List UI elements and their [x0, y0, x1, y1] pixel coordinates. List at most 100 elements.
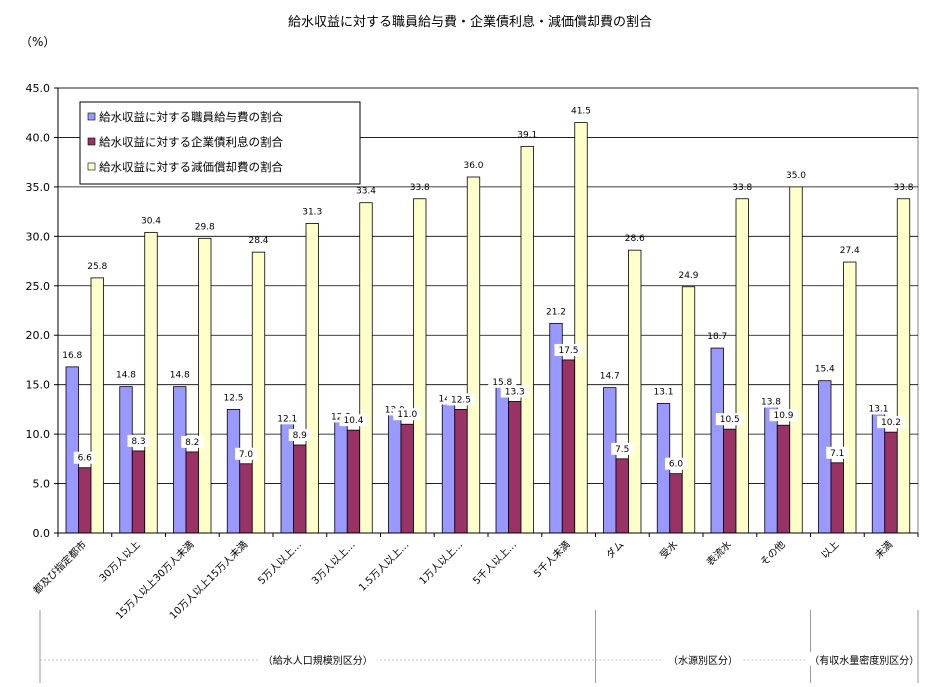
bar-series-2 [628, 249, 642, 534]
data-label-series-0: 21.2 [546, 307, 566, 317]
data-label-bg [393, 408, 422, 421]
bar-series-0 [334, 410, 348, 534]
data-label-series-1: 8.2 [185, 438, 199, 448]
chart-title: 給水収益に対する職員給与費・企業債利息・減価償却費の割合 [288, 14, 652, 30]
data-label-bg [611, 442, 634, 455]
data-label-bg [273, 412, 302, 425]
data-label-bg [757, 395, 785, 408]
data-label-series-0: 14.7 [600, 372, 620, 382]
y-tick-label: 35.0 [26, 181, 51, 194]
legend-entry-0: 給水収益に対する職員給与費の割合 [99, 110, 283, 124]
data-label-series-2: 36.0 [463, 161, 483, 171]
y-tick-label: 20.0 [26, 329, 51, 342]
y-tick-label: 40.0 [26, 131, 51, 144]
x-tick-label: 以上 [819, 539, 842, 562]
group-label: （有収水量密度別区分） [809, 654, 919, 667]
data-label-series-0: 13.1 [868, 404, 888, 414]
bar-series-1 [454, 408, 468, 534]
data-label-bg [665, 457, 687, 470]
data-label-series-2: 33.8 [893, 183, 913, 193]
bar-series-2 [90, 277, 104, 534]
y-axis-unit-label: （%） [20, 35, 55, 49]
x-tick-label: 5千人以上… [471, 539, 519, 587]
data-label-bg [500, 385, 529, 398]
bars [65, 122, 911, 534]
data-label-series-0: 13.8 [761, 398, 781, 408]
bar-series-2 [789, 186, 803, 534]
data-label-series-0: 14.8 [170, 371, 190, 381]
data-label-series-1: 11.0 [397, 410, 417, 420]
bar-series-2 [144, 231, 158, 534]
bar-series-1 [561, 359, 576, 534]
x-tick-label: 未満 [873, 539, 896, 562]
bar-series-0 [495, 376, 509, 534]
data-label-series-2: 33.8 [732, 183, 752, 193]
y-tick-label: 25.0 [26, 280, 51, 293]
bar-series-2 [896, 198, 911, 534]
bar-series-2 [681, 286, 696, 534]
data-label-series-2: 33.8 [410, 183, 430, 193]
data-label-bg [488, 375, 517, 388]
category-groups: （給水人口規模別区分） （水源別区分） （有収水量密度別区分） [39, 610, 924, 683]
data-label-bg [288, 428, 311, 441]
y-tick-label: 5.0 [33, 478, 51, 491]
data-label-series-1: 7.1 [830, 449, 844, 459]
legend-swatch-2 [87, 162, 96, 171]
bar-series-1 [830, 462, 844, 534]
bar-series-1 [293, 444, 307, 534]
x-tick-label: ダム [603, 538, 626, 561]
bar-series-1 [131, 450, 146, 534]
bar-series-2 [359, 202, 373, 534]
data-label-bg [73, 451, 96, 464]
legend-entry-1: 給水収益に対する企業債利息の割合 [99, 135, 283, 149]
x-tick-label: 30万人以上 [97, 539, 143, 585]
data-label-series-2: 29.8 [195, 222, 215, 232]
data-label-series-2: 28.4 [248, 236, 268, 246]
data-label-series-1: 7.0 [239, 450, 254, 460]
bar-series-1 [884, 431, 898, 534]
bar-series-1 [723, 428, 737, 534]
legend-swatch-0 [87, 112, 96, 121]
data-label-series-2: 39.1 [517, 130, 537, 140]
x-tick-label: 受水 [658, 539, 681, 562]
bar-series-1 [239, 463, 253, 534]
data-label-series-0: 15.8 [492, 378, 512, 388]
y-tick-label: 15.0 [26, 379, 51, 392]
x-tick-label: 3万人以上… [309, 539, 357, 587]
legend-swatch-1 [87, 137, 96, 146]
bar-series-1 [615, 458, 629, 534]
data-label-series-2: 31.3 [302, 207, 322, 217]
data-label-series-1: 12.5 [451, 395, 471, 405]
data-label-series-1: 8.9 [293, 431, 308, 441]
data-label-bg [826, 446, 849, 459]
bar-series-1 [400, 423, 414, 534]
data-label-series-1: 10.2 [881, 418, 901, 428]
bar-series-1 [78, 467, 92, 534]
x-tick-label: 5千人未満 [531, 539, 572, 580]
y-tick-label: 45.0 [26, 82, 51, 95]
bar-series-0 [173, 386, 187, 534]
legend-box [79, 101, 361, 185]
bar-series-1 [346, 429, 361, 534]
bar-series-1 [669, 473, 683, 534]
data-label-series-2: 41.5 [571, 107, 591, 117]
data-label-series-2: 30.4 [141, 216, 161, 226]
bar-series-0 [441, 393, 456, 534]
data-label-series-0: 18.7 [707, 332, 727, 342]
data-label-series-2: 28.6 [625, 234, 645, 244]
group-label-bg [258, 652, 377, 666]
bar-series-0 [388, 404, 402, 534]
data-label-series-1: 10.9 [773, 411, 793, 421]
bar-series-0 [710, 347, 724, 534]
bar-series-0 [119, 386, 133, 534]
data-label-series-1: 6.0 [669, 460, 684, 470]
data-label-series-0: 14.8 [116, 371, 136, 381]
data-label-bg [864, 402, 893, 415]
y-tick-label: 10.0 [26, 428, 51, 441]
data-label-bg [769, 409, 798, 422]
data-label-series-1: 13.3 [505, 387, 525, 397]
data-label-series-1: 8.3 [131, 437, 145, 447]
